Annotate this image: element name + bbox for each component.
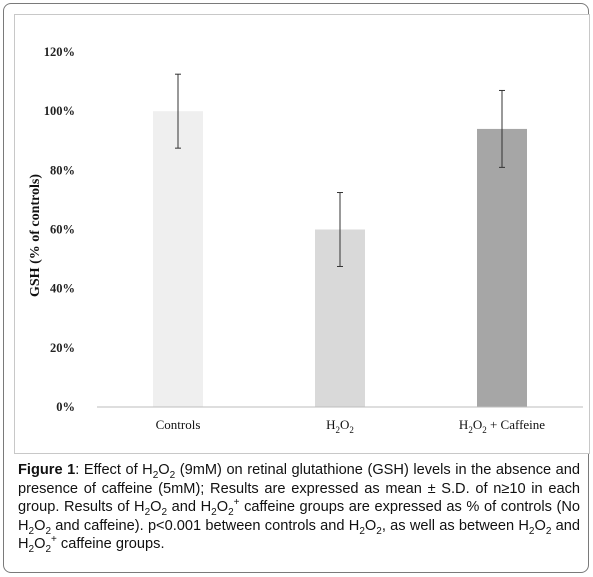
caption-text: O [150, 499, 162, 515]
caption-text: 2 [28, 543, 35, 555]
caption-text: and caffeine). p<0.001 between controls … [51, 517, 360, 534]
caption-text: 2 [376, 525, 382, 537]
caption-text: 2 [45, 525, 52, 537]
caption-text: 2 [211, 506, 217, 518]
caption-text: 2 [152, 469, 159, 481]
caption-label: Figure 1 [18, 462, 76, 478]
caption-text: 2 [144, 506, 151, 518]
caption-text: 2 [45, 543, 52, 555]
y-tick-label: 60% [50, 223, 75, 237]
caption-text: + [233, 497, 240, 509]
caption-text: : Effect of H [75, 462, 153, 478]
y-tick-label: 0% [56, 400, 75, 414]
caption-text: O [158, 462, 170, 478]
bar-chart: 0% 20% 40% 60% 80% 100% 120% GSH (% of controls… [28, 45, 583, 435]
y-axis-title: GSH (% of controls) [28, 174, 43, 297]
caption-text: O [364, 517, 377, 534]
caption-text: caffeine groups are expressed as % of co… [18, 499, 581, 534]
caption-text: (9mM) on retinal glutathione (GSH) level… [18, 462, 581, 515]
y-tick-label: 80% [50, 163, 75, 177]
y-tick-label: 120% [44, 45, 75, 59]
caption-text: 2 [169, 469, 176, 481]
figure-caption: Figure 1: Effect of H2O2 (9mM) on retina… [18, 461, 580, 554]
caption-text: and H [18, 517, 581, 553]
caption-text: O [34, 517, 46, 534]
y-tick-label: 40% [50, 282, 75, 296]
caption-text: O [216, 499, 229, 515]
bar-3 [477, 128, 527, 407]
caption-text: 2 [545, 525, 552, 537]
x-tick-label: H2O2 [326, 417, 354, 435]
caption-text: O [534, 517, 546, 534]
figure-frame: 0% 20% 40% 60% 80% 100% 120% GSH (% of controls… [3, 3, 590, 573]
caption-text: caffeine groups. [56, 536, 165, 552]
x-tick-label: H2O2 + Caffeine [459, 417, 545, 435]
caption-text: 2 [528, 525, 535, 537]
caption-text: 2 [359, 525, 365, 537]
caption-text: + [51, 534, 57, 546]
caption-text: , as well as between H [381, 517, 529, 534]
bar-1 [153, 111, 203, 408]
chart-area: 0% 20% 40% 60% 80% 100% 120% GSH (% of controls… [14, 14, 590, 454]
caption-text: and H [167, 499, 212, 515]
x-tick-label: Controls [156, 417, 201, 432]
y-tick-label: 100% [44, 104, 75, 118]
caption-text: 2 [228, 506, 234, 518]
caption-text: 2 [161, 506, 168, 518]
y-tick-label: 20% [50, 341, 75, 355]
caption-text: O [34, 536, 46, 552]
caption-text: 2 [28, 525, 35, 537]
